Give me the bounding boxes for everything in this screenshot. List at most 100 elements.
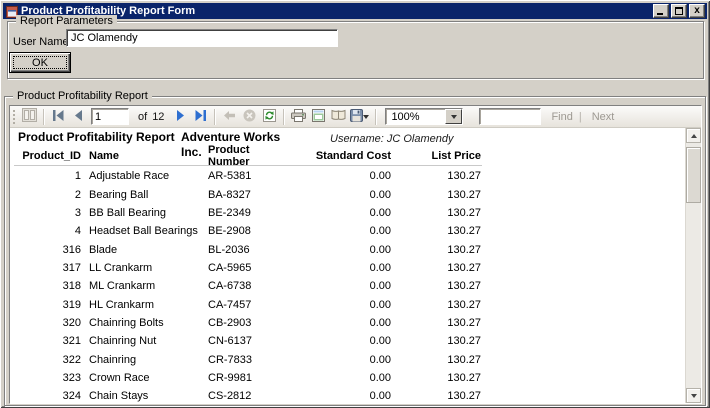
table-cell: BA-8327 xyxy=(208,188,251,201)
toolbar-separator xyxy=(214,108,216,125)
ok-button[interactable]: OK xyxy=(9,52,71,73)
table-cell: 0.00 xyxy=(369,316,391,329)
zoom-select[interactable]: 100% xyxy=(385,108,464,125)
table-cell: 130.27 xyxy=(447,188,481,201)
scroll-up-button[interactable] xyxy=(686,128,701,143)
table-row: 319 HL Crankarm CA-7457 0.00 130.27 xyxy=(10,295,685,313)
report-toolbar: of 12 xyxy=(10,106,701,128)
table-row: 316 Blade BL-2036 0.00 130.27 xyxy=(10,240,685,258)
last-page-button[interactable] xyxy=(191,107,209,127)
next-page-button[interactable] xyxy=(171,107,189,127)
table-cell: ML Crankarm xyxy=(89,280,156,293)
refresh-button[interactable] xyxy=(260,107,278,127)
table-cell: CA-7457 xyxy=(208,298,252,311)
table-cell: 316 xyxy=(62,243,81,256)
stop-button[interactable] xyxy=(240,107,258,127)
first-page-icon xyxy=(52,109,65,124)
table-cell: 130.27 xyxy=(447,390,481,403)
table-cell: 0.00 xyxy=(369,335,391,348)
previous-page-button[interactable] xyxy=(69,107,87,127)
back-button[interactable] xyxy=(220,107,238,127)
table-cell: 0.00 xyxy=(369,353,391,366)
print-layout-icon xyxy=(311,108,325,125)
print-button[interactable] xyxy=(289,107,307,127)
table-cell: 2 xyxy=(74,188,81,201)
table-cell: Crown Race xyxy=(89,371,150,384)
table-cell: 130.27 xyxy=(447,170,481,183)
report-rows: 1 Adjustable Race AR-5381 0.00 130.27 2 Bearin… xyxy=(10,167,685,403)
search-input[interactable] xyxy=(479,108,542,125)
page-number-input[interactable] xyxy=(91,108,129,125)
first-page-button[interactable] xyxy=(49,107,67,127)
table-cell: 0.00 xyxy=(369,280,391,293)
table-cell: 130.27 xyxy=(447,371,481,384)
table-cell: Chainring Nut xyxy=(89,335,157,348)
export-button[interactable] xyxy=(349,107,370,127)
find-next-button[interactable]: Next xyxy=(588,111,619,123)
table-cell: 0.00 xyxy=(369,206,391,219)
stop-icon xyxy=(243,109,256,125)
scroll-up-icon xyxy=(690,131,697,138)
table-row: 321 Chainring Nut CN-6137 0.00 130.27 xyxy=(10,332,685,350)
table-cell: BL-2036 xyxy=(208,243,250,256)
table-cell: 0.00 xyxy=(369,243,391,256)
page-setup-button[interactable] xyxy=(329,107,347,127)
table-cell: 322 xyxy=(62,353,81,366)
report-body: Product Profitability Report Adventure W… xyxy=(10,128,701,403)
table-cell: 130.27 xyxy=(447,280,481,293)
print-layout-button[interactable] xyxy=(309,107,327,127)
table-cell: 130.27 xyxy=(447,261,481,274)
document-map-button[interactable] xyxy=(20,107,38,127)
zoom-dropdown-button[interactable] xyxy=(445,109,463,124)
vertical-scrollbar[interactable] xyxy=(685,128,701,403)
last-page-icon xyxy=(194,109,207,124)
table-cell: 0.00 xyxy=(369,225,391,238)
table-row: 317 LL Crankarm CA-5965 0.00 130.27 xyxy=(10,259,685,277)
table-row: 1 Adjustable Race AR-5381 0.00 130.27 xyxy=(10,167,685,185)
table-cell: 0.00 xyxy=(369,298,391,311)
minimize-button[interactable] xyxy=(653,4,669,18)
table-cell: 0.00 xyxy=(369,390,391,403)
find-next-separator: | xyxy=(578,110,582,123)
scroll-down-button[interactable] xyxy=(686,388,701,403)
table-cell: HL Crankarm xyxy=(89,298,154,311)
close-icon: x xyxy=(694,5,700,16)
report-page: Product Profitability Report Adventure W… xyxy=(10,128,685,403)
report-viewer: of 12 xyxy=(9,105,702,404)
table-cell: CB-2903 xyxy=(208,316,252,329)
zoom-dropdown-icon xyxy=(450,115,457,122)
report-title: Product Profitability Report xyxy=(18,130,175,144)
table-cell: 130.27 xyxy=(447,335,481,348)
user-name-input[interactable] xyxy=(66,29,338,47)
window-title: Product Profitability Report Form xyxy=(21,5,196,17)
maximize-button[interactable] xyxy=(671,4,687,18)
scroll-down-icon xyxy=(690,393,697,401)
column-header-product-id: Product_ID xyxy=(22,150,81,162)
toolbar-separator xyxy=(43,108,44,125)
table-row: 324 Chain Stays CS-2812 0.00 130.27 xyxy=(10,387,685,403)
table-cell: 130.27 xyxy=(447,206,481,219)
table-row: 3 BB Ball Bearing BE-2349 0.00 130.27 xyxy=(10,204,685,222)
table-cell: Chainring xyxy=(89,353,137,366)
scrollbar-thumb[interactable] xyxy=(686,147,701,203)
table-cell: 130.27 xyxy=(447,298,481,311)
report-parameters-group-label: Report Parameters xyxy=(16,15,117,28)
table-cell: 0.00 xyxy=(369,261,391,274)
table-cell: 321 xyxy=(62,335,81,348)
table-cell: 319 xyxy=(62,298,81,311)
table-cell: Blade xyxy=(89,243,118,256)
minimize-icon xyxy=(657,13,663,15)
table-cell: LL Crankarm xyxy=(89,261,153,274)
close-button[interactable]: x xyxy=(689,4,705,18)
table-cell: 130.27 xyxy=(447,243,481,256)
page-setup-icon xyxy=(331,109,346,124)
table-cell: CR-7833 xyxy=(208,353,253,366)
table-row: 322 Chainring CR-7833 0.00 130.27 xyxy=(10,350,685,368)
table-header-row: Product_ID Name Product Number Standard … xyxy=(10,144,481,168)
next-page-icon xyxy=(175,109,186,124)
user-name-label: User Name: xyxy=(13,36,72,48)
header-rule xyxy=(14,165,482,166)
find-button[interactable]: Find xyxy=(547,111,576,123)
title-bar[interactable]: Product Profitability Report Form x xyxy=(3,3,707,19)
